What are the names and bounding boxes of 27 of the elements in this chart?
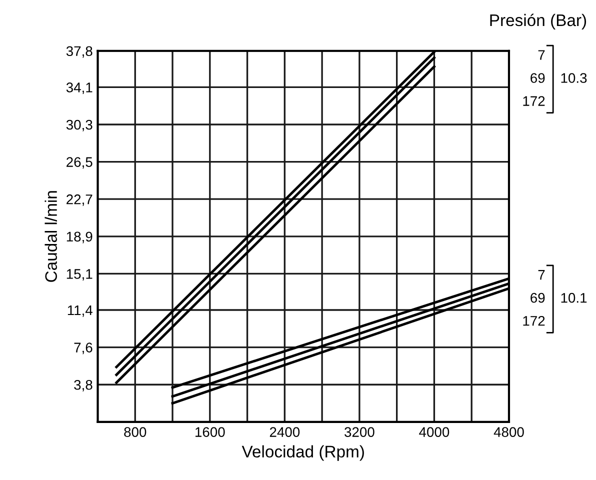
text: 69 bbox=[530, 292, 545, 303]
text: 69 bbox=[530, 73, 545, 83]
y-axis-title: Caudal l/min bbox=[44, 191, 58, 282]
text: 172 bbox=[523, 316, 545, 326]
y-tick-label: 37,8 bbox=[66, 46, 92, 58]
y-tick-label: 26,5 bbox=[66, 157, 92, 169]
text: 7 bbox=[538, 270, 545, 280]
x-tick-label: 4800 bbox=[494, 427, 524, 437]
x-tick-label: 4000 bbox=[419, 427, 450, 437]
text: Presión (Bar) bbox=[490, 14, 586, 30]
x-tick-label: 800 bbox=[124, 427, 146, 437]
y-tick-label: 34,1 bbox=[66, 82, 92, 94]
y-tick-label: 30,3 bbox=[66, 120, 92, 132]
y-tick-label: 18,9 bbox=[66, 232, 92, 244]
y-tick-label: 7,6 bbox=[74, 342, 92, 354]
text: 10.3 bbox=[561, 73, 587, 83]
y-tick-label: 22,7 bbox=[66, 194, 92, 206]
x-tick-label: 1600 bbox=[196, 427, 225, 437]
x-axis-title: Velocidad (Rpm) bbox=[242, 445, 364, 461]
y-tick-label: 11,4 bbox=[68, 305, 92, 317]
x-tick-label: 2400 bbox=[270, 427, 300, 437]
text: 7 bbox=[538, 50, 545, 60]
text: 10.1 bbox=[561, 292, 587, 303]
x-tick-label: 3200 bbox=[344, 427, 374, 437]
y-tick-label: 15,1 bbox=[66, 269, 92, 281]
text: 172 bbox=[523, 96, 545, 106]
y-tick-label: 3,8 bbox=[74, 380, 92, 392]
